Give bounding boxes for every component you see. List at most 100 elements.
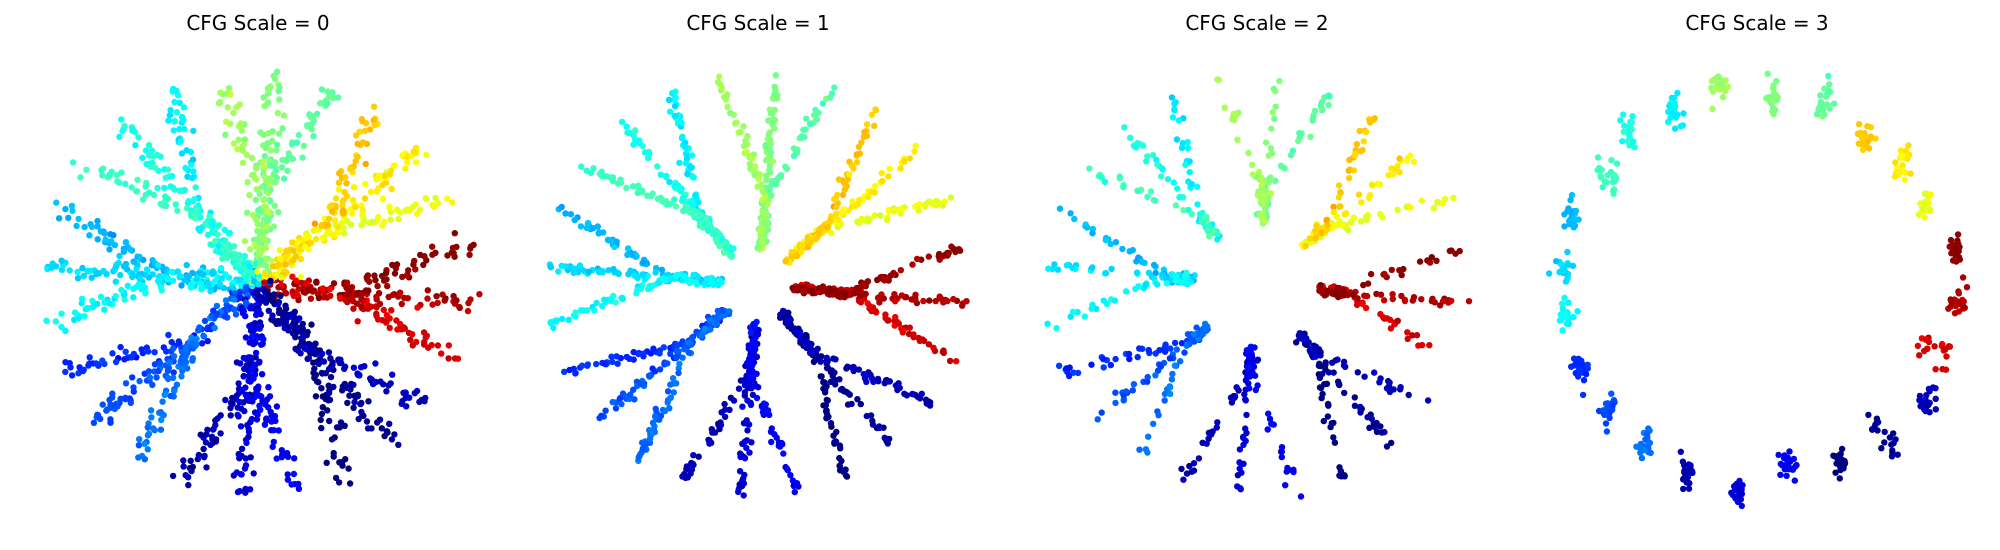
scatter-point <box>1357 403 1364 411</box>
scatter-point <box>665 96 673 104</box>
scatter-point <box>225 85 233 92</box>
scatter-point <box>230 306 238 313</box>
scatter-point <box>678 119 685 127</box>
scatter-point <box>771 431 778 438</box>
scatter-point <box>383 388 390 395</box>
scatter-point <box>1641 446 1649 454</box>
scatter-point <box>353 132 360 139</box>
scatter-point <box>340 230 348 237</box>
scatter-point <box>230 140 238 147</box>
scatter-point <box>842 290 849 297</box>
scatter-point <box>219 255 226 262</box>
scatter-point <box>266 181 273 188</box>
scatter-point <box>190 168 197 175</box>
scatter-point <box>1282 482 1289 489</box>
scatter-point <box>58 310 65 317</box>
scatter-point <box>52 318 59 325</box>
scatter-point <box>350 184 358 191</box>
scatter-point <box>1159 166 1166 173</box>
scatter-point <box>285 327 292 334</box>
scatter-point <box>417 251 424 259</box>
scatter-point <box>1186 169 1193 176</box>
scatter-point <box>1054 266 1062 273</box>
scatter-point <box>307 295 315 302</box>
scatter-point <box>136 377 143 385</box>
scatter-point <box>166 173 173 180</box>
scatter-point <box>1396 155 1403 162</box>
scatter-point <box>615 270 622 277</box>
scatter-point <box>1119 245 1126 253</box>
scatter-point <box>1056 205 1064 212</box>
scatter-point <box>768 425 775 432</box>
scatter-point <box>1337 188 1344 196</box>
scatter-point <box>188 334 195 341</box>
scatter-point <box>802 331 809 339</box>
scatter-point <box>381 172 388 179</box>
scatter-point <box>1931 343 1938 350</box>
scatter-point <box>200 271 207 278</box>
scatter-point <box>1383 443 1391 450</box>
scatter-point <box>317 100 324 107</box>
panel-title: CFG Scale = 2 <box>1185 11 1328 35</box>
scatter-point <box>325 389 333 397</box>
scatter-point <box>1172 202 1180 209</box>
scatter-point <box>1129 387 1137 394</box>
scatter-point <box>1772 96 1779 104</box>
scatter-point <box>75 215 82 223</box>
scatter-point <box>854 218 861 225</box>
scatter-point <box>672 273 680 280</box>
scatter-point <box>1190 467 1198 474</box>
scatter-point <box>335 179 343 186</box>
scatter-point <box>1084 224 1091 231</box>
scatter-point <box>171 387 178 395</box>
scatter-point <box>911 148 918 155</box>
scatter-point <box>1173 136 1181 143</box>
scatter-point <box>382 179 390 186</box>
scatter-point <box>693 281 700 288</box>
scatter-point <box>833 428 840 436</box>
scatter-point <box>1100 364 1107 371</box>
scatter-point <box>187 457 194 464</box>
scatter-point <box>1371 369 1378 376</box>
scatter-point <box>423 332 430 339</box>
scatter-point <box>429 243 436 250</box>
scatter-point <box>336 294 344 301</box>
scatter-point <box>370 103 378 110</box>
scatter-point <box>1907 170 1914 177</box>
scatter-point <box>319 404 326 411</box>
scatter-point <box>876 423 883 430</box>
scatter-point <box>848 400 855 408</box>
scatter-point <box>246 263 253 270</box>
scatter-point <box>362 180 369 188</box>
scatter-point <box>1345 174 1353 182</box>
scatter-point <box>74 275 82 282</box>
scatter-point <box>429 301 436 308</box>
scatter-point <box>862 290 869 298</box>
scatter-point <box>258 184 265 191</box>
scatter-point <box>932 297 939 305</box>
scatter-point <box>783 165 791 173</box>
scatter-point <box>99 172 106 179</box>
scatter-point <box>730 397 738 404</box>
scatter-point <box>1817 92 1824 99</box>
scatter-point <box>671 112 678 120</box>
scatter-point <box>1175 117 1183 124</box>
scatter-point <box>81 223 88 231</box>
scatter-point <box>210 425 217 433</box>
scatter-point <box>690 201 697 209</box>
scatter-point <box>1296 330 1304 337</box>
scatter-point <box>768 438 775 446</box>
scatter-point <box>343 180 350 187</box>
scatter-point <box>313 279 320 286</box>
scatter-point <box>824 224 831 231</box>
scatter-point <box>1388 266 1396 274</box>
scatter-point <box>1565 299 1572 306</box>
scatter-point <box>318 86 326 93</box>
scatter-point <box>636 137 643 144</box>
scatter-point <box>1579 391 1587 399</box>
scatter-point <box>69 207 76 215</box>
scatter-point <box>1380 297 1388 304</box>
scatter-point <box>234 404 241 411</box>
scatter-point <box>1363 292 1371 300</box>
scatter-point <box>737 129 744 136</box>
